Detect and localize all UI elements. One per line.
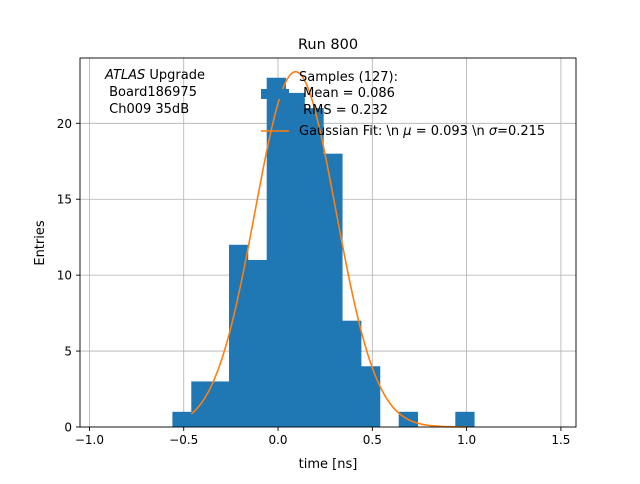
x-tick-label: 1.5 — [551, 433, 570, 447]
chart-title: Run 800 — [298, 37, 358, 53]
histogram-bar — [266, 77, 286, 428]
histogram-bar — [285, 92, 305, 427]
histogram-bar — [228, 244, 249, 427]
y-tick-label: 15 — [57, 193, 72, 207]
plot-frame — [79, 57, 577, 428]
gaussian-fit-curve — [190, 70, 467, 428]
channel-label: Ch009 35dB — [105, 102, 189, 117]
y-tick-label: 5 — [64, 345, 72, 359]
histogram-bar — [455, 411, 475, 427]
board-label: Board186975 — [105, 85, 197, 100]
atlas-annotation: ATLAS Upgrade Board186975 Ch009 35dB — [104, 68, 205, 117]
x-axis-label: time [ns] — [299, 457, 358, 472]
x-tick-label: −1.0 — [75, 433, 104, 447]
x-tick-label: −0.5 — [169, 433, 198, 447]
y-axis-label: Entries — [33, 220, 48, 266]
x-tick-label: 1.0 — [457, 433, 476, 447]
y-tick-label: 0 — [64, 421, 72, 435]
legend-hist-swatch — [261, 89, 289, 99]
legend-hist-line1: Samples (127): — [299, 70, 398, 85]
atlas-label: ATLAS — [104, 68, 145, 83]
histogram-bar — [342, 320, 362, 427]
legend-hist-line2: Mean = 0.086 — [299, 86, 395, 101]
histogram-bar — [361, 366, 381, 427]
y-axis-ticks: 0 5 10 15 20 — [57, 117, 80, 435]
x-axis-ticks: −1.0 −0.5 0.0 0.5 1.0 1.5 — [75, 427, 570, 447]
legend-fit-label: Gaussian Fit: \n μ = 0.093 \n σ=0.215 — [299, 124, 545, 139]
svg-text:ATLAS Upgrade: ATLAS Upgrade — [104, 68, 205, 83]
legend: Samples (127): Mean = 0.086 RMS = 0.232 … — [261, 70, 545, 139]
y-tick-label: 20 — [57, 117, 72, 131]
x-tick-label: 0.0 — [268, 433, 287, 447]
x-tick-label: 0.5 — [363, 433, 382, 447]
histogram-bar — [210, 381, 230, 427]
gaussian-fit — [190, 70, 467, 428]
histogram-bar — [247, 259, 268, 427]
histogram-bars — [172, 77, 475, 428]
legend-hist-line3: RMS = 0.232 — [299, 103, 388, 118]
y-tick-label: 10 — [57, 269, 72, 283]
histogram-bar — [304, 108, 324, 427]
histogram-bar — [172, 411, 192, 427]
upgrade-label: Upgrade — [145, 68, 205, 83]
